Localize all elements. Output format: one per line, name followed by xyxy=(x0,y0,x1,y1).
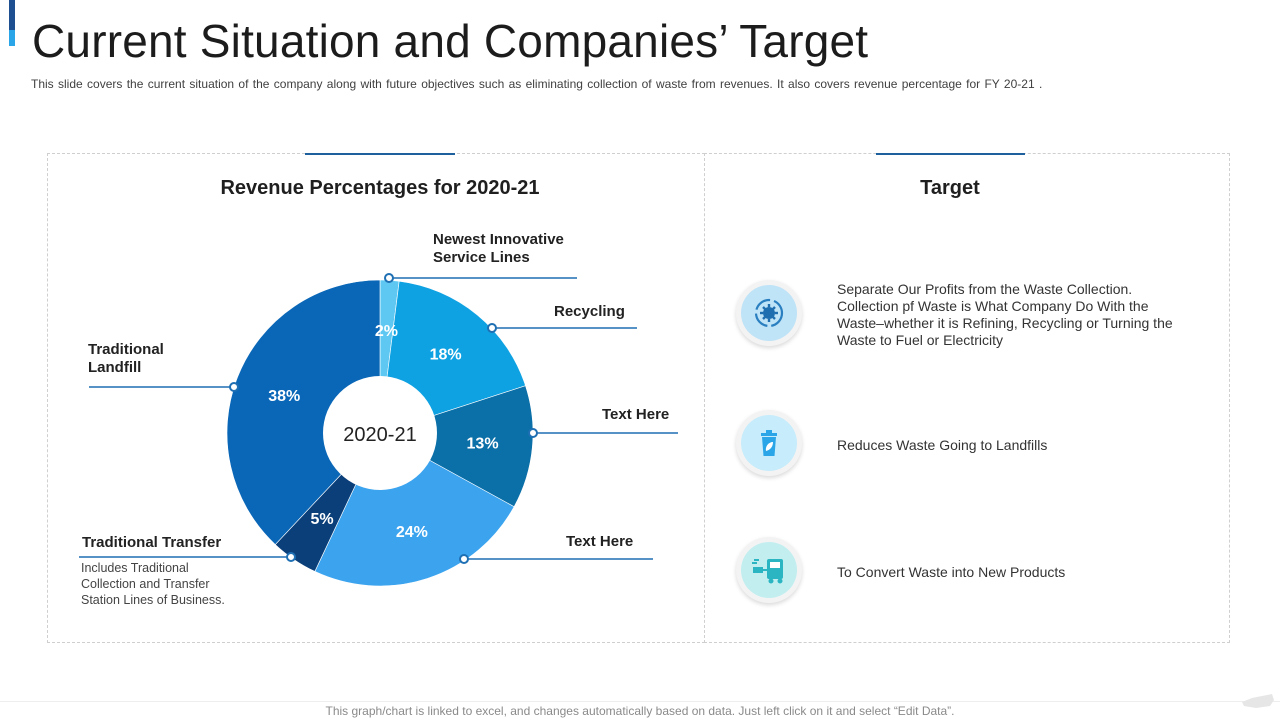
callout-dot-text-here-1 xyxy=(528,428,538,438)
callout-label-landfill: Traditional Landfill xyxy=(88,341,164,377)
trash-bin-icon xyxy=(741,415,797,471)
pie-slice-label-1: 18% xyxy=(430,347,462,364)
transfer-note: Includes Traditional Collection and Tran… xyxy=(81,560,225,608)
pie-slice-label-5: 38% xyxy=(268,388,300,405)
callout-label-text-here-2: Text Here xyxy=(566,533,634,550)
transfer-note-line2: Collection and Transfer xyxy=(81,577,210,591)
pie-slice-2 xyxy=(379,385,534,508)
target-item-1: Separate Our Profits from the Waste Coll… xyxy=(736,280,1216,350)
target-item-3-icon-ring xyxy=(736,537,802,603)
title-accent-bar-light xyxy=(9,30,15,46)
title-accent-bar xyxy=(9,0,15,44)
garbage-truck-icon xyxy=(741,542,797,598)
callout-label-newest-line2: Service Lines xyxy=(433,249,530,266)
callout-dot-transfer xyxy=(286,552,296,562)
callout-label-transfer: Traditional Transfer xyxy=(82,534,222,551)
callout-dot-landfill xyxy=(229,382,239,392)
pie-slice-label-4: 5% xyxy=(311,511,334,528)
target-item-3-text: To Convert Waste into New Products xyxy=(837,564,1066,580)
revenue-panel-title: Revenue Percentages for 2020-21 xyxy=(220,177,540,199)
callout-label-landfill-line2: Landfill xyxy=(88,359,142,376)
callout-label-recycling: Recycling xyxy=(554,303,625,320)
hand-pointer-icon xyxy=(1242,694,1274,708)
center-label: 2020-21 xyxy=(343,424,416,446)
target-item-2-text: Reduces Waste Going to Landfills xyxy=(837,437,1048,453)
callout-label-newest: Newest Innovative Service Lines xyxy=(433,231,564,267)
target-panel-title: Target xyxy=(920,177,980,199)
transfer-note-line3: Station Lines of Business. xyxy=(81,593,225,607)
callout-label-landfill-line1: Traditional xyxy=(88,341,164,358)
footer-note: This graph/chart is linked to excel, and… xyxy=(325,704,955,718)
target-item-1-text: Separate Our Profits from the Waste Coll… xyxy=(837,281,1173,348)
target-item-2: Reduces Waste Going to Landfills xyxy=(736,410,1216,480)
callout-dot-recycling xyxy=(487,323,497,333)
callout-label-text-here-1: Text Here xyxy=(602,406,670,423)
transfer-note-line1: Includes Traditional xyxy=(81,561,189,575)
footer-divider xyxy=(0,701,1280,702)
recycle-gear-icon xyxy=(741,285,797,341)
slide-subtitle: This slide covers the current situation … xyxy=(31,77,1043,91)
target-panel-tab xyxy=(876,153,1025,155)
callout-label-newest-line1: Newest Innovative xyxy=(433,231,564,248)
target-item-1-icon-ring xyxy=(736,280,802,346)
callout-dot-text-here-2 xyxy=(459,554,469,564)
slide-title: Current Situation and Companies’ Target xyxy=(32,15,869,67)
revenue-panel-tab xyxy=(305,153,455,155)
pie-slice-label-0: 2% xyxy=(375,323,398,340)
target-item-3: To Convert Waste into New Products xyxy=(736,537,1216,607)
callout-dot-newest xyxy=(384,273,394,283)
donut-hole xyxy=(323,376,437,490)
target-item-2-icon-ring xyxy=(736,410,802,476)
pie-slice-5 xyxy=(226,279,381,545)
pie-slice-label-2: 13% xyxy=(467,436,499,453)
pie-slice-label-3: 24% xyxy=(396,524,428,541)
